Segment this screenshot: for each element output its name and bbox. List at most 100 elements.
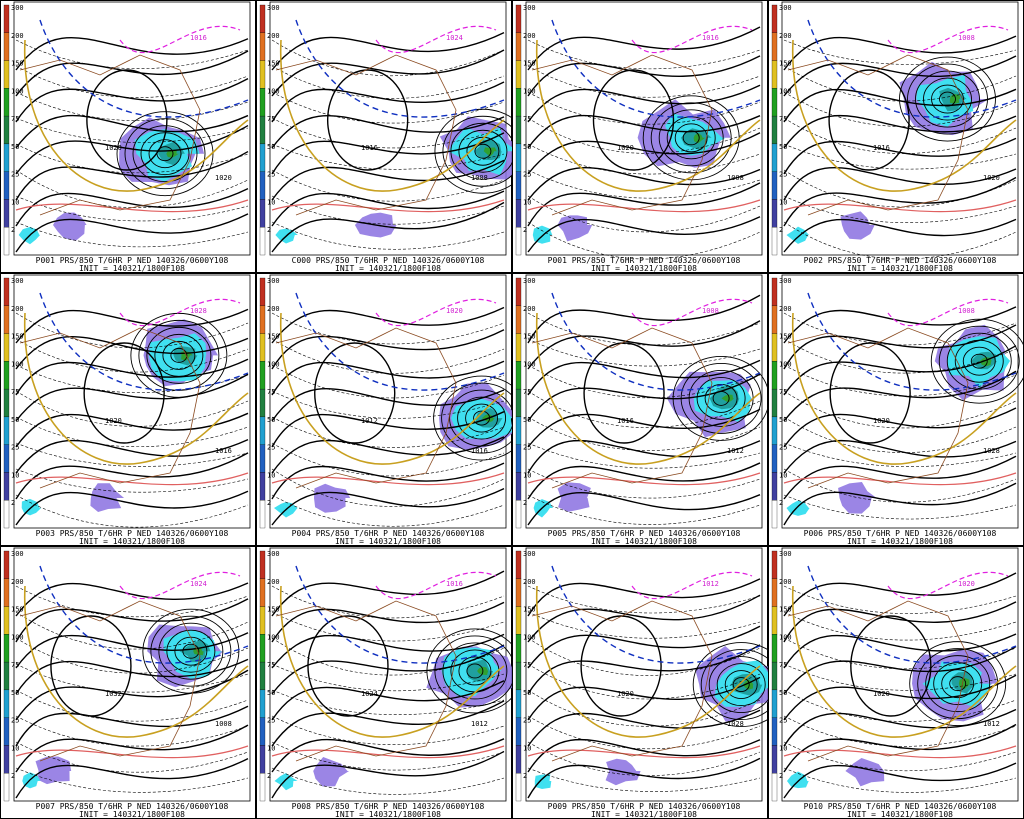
thin-contour (271, 637, 505, 676)
isobar (962, 346, 996, 376)
height-contour (15, 724, 249, 773)
contour-label: 1016 (215, 447, 232, 455)
temp-line-magenta (631, 571, 753, 600)
colorbar-label: 200 (267, 305, 280, 313)
colorbar-cell (771, 199, 778, 228)
high-contour (314, 342, 396, 444)
colorbar-cell (771, 745, 778, 774)
contour-label: 1020 (617, 690, 634, 698)
temp-line-gold (280, 585, 505, 738)
contour-label: 1024 (190, 580, 207, 588)
thin-contour (15, 585, 249, 618)
colorbar-cell (3, 661, 10, 691)
isobar (899, 56, 996, 142)
contour-label: 1008 (215, 720, 232, 728)
panel-caption: C000 PRS/850 T/6HR P NED 140326/0600Y108 (292, 256, 485, 265)
height-contour (527, 182, 761, 227)
colorbar-cell (771, 115, 778, 145)
panel-caption: P005 PRS/850 T/6HR P NED 140326/0600Y108 (548, 529, 741, 538)
contour-label: 1020 (873, 690, 890, 698)
colorbar-cell (771, 717, 778, 746)
colorbar-label: 300 (779, 4, 792, 12)
thin-contour (15, 611, 249, 650)
high-contour (828, 69, 910, 171)
thin-contour (527, 637, 761, 676)
height-contour (783, 137, 1017, 175)
precip-purple (845, 758, 885, 787)
height-contour (15, 705, 249, 747)
colorbar-label: 150 (11, 60, 24, 68)
colorbar-cell (771, 388, 778, 418)
contour-label: 1020 (873, 417, 890, 425)
isobar (938, 325, 1020, 397)
colorbar-label: 10 (267, 471, 275, 479)
panel-init: INIT = 140321/1800F108 (335, 264, 441, 273)
height-contour (15, 213, 249, 253)
height-contour (15, 50, 249, 97)
colorbar-cell (259, 333, 266, 362)
colorbar-cell (259, 143, 266, 172)
colorbar-label: 2 (779, 226, 783, 234)
colorbar-cell (259, 745, 266, 774)
thin-contour (271, 611, 505, 642)
colorbar-label: 100 (779, 360, 792, 368)
thin-contour (15, 741, 249, 773)
isobar (933, 662, 983, 706)
colorbar-label: 200 (779, 32, 792, 40)
colorbar-label: 25 (779, 717, 787, 725)
colorbar-cell (259, 32, 266, 61)
height-contour (271, 436, 505, 474)
colorbar-label: 150 (523, 606, 536, 614)
thin-contour (271, 416, 505, 448)
colorbar-cell (259, 305, 266, 334)
colorbar-label: 10 (267, 744, 275, 752)
isobar (941, 669, 975, 699)
colorbar-label: 100 (523, 87, 536, 95)
panel-caption: P010 PRS/850 T/6HR P NED 140326/0600Y108 (804, 802, 997, 811)
colorbar-cell (3, 606, 10, 635)
colorbar-label: 50 (523, 689, 531, 697)
temp-line-red (15, 745, 249, 759)
height-contour (783, 370, 1017, 422)
colorbar-cell (771, 143, 778, 172)
colorbar-label: 300 (779, 550, 792, 558)
colorbar-cell (259, 606, 266, 635)
colorbar-cell (3, 305, 10, 334)
height-contour (783, 455, 1017, 500)
colorbar-label: 150 (267, 606, 280, 614)
colorbar-label: 50 (11, 689, 19, 697)
thin-contour (527, 39, 761, 70)
height-contour (527, 359, 761, 396)
colorbar-label: 150 (11, 333, 24, 341)
colorbar-cell (515, 115, 522, 145)
thin-contour (15, 715, 249, 747)
colorbar-label: 100 (779, 87, 792, 95)
temp-line-gold (536, 312, 761, 465)
colorbar-label: 300 (267, 277, 280, 285)
colorbar-cell (259, 689, 266, 718)
contour-label: 1024 (446, 34, 463, 42)
colorbar-label: 200 (779, 305, 792, 313)
colorbar-cell (3, 634, 10, 663)
coastline (531, 327, 713, 489)
colorbar-cell (3, 88, 10, 117)
thin-contour (527, 91, 761, 125)
height-contour (783, 88, 1017, 123)
colorbar-cell (259, 773, 266, 802)
contour-label: 1008 (958, 34, 975, 42)
height-contour (783, 55, 1017, 97)
panel: 1020 1012 1028 300 200 150 100 75 50 25 10 2 P009 PR… (512, 546, 790, 819)
contour-label: 1028 (983, 447, 1000, 455)
height-contour (271, 306, 505, 344)
colorbar-label: 75 (523, 115, 531, 123)
colorbar-cell (3, 773, 10, 802)
colorbar-label: 75 (523, 388, 531, 396)
height-contour (783, 674, 1017, 721)
colorbar-cell (259, 171, 266, 200)
height-contour (271, 633, 505, 669)
height-contour (15, 77, 249, 123)
temp-line-blue (295, 565, 505, 664)
precip-purple (314, 483, 351, 513)
high-contour (83, 342, 165, 444)
thin-contour (783, 689, 1017, 722)
